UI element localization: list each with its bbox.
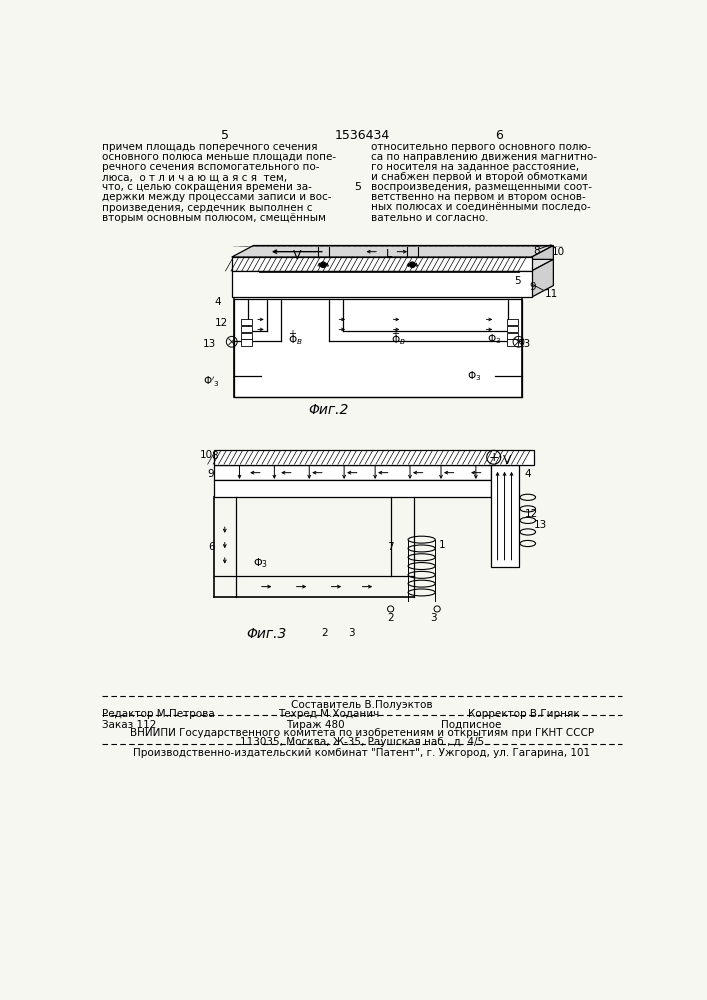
Text: Производственно-издательский комбинат "Патент", г. Ужгород, ул. Гагарина, 101: Производственно-издательский комбинат "П…: [134, 748, 590, 758]
Bar: [234, 299, 522, 397]
Text: $\Phi_B$: $\Phi_B$: [288, 333, 303, 347]
Text: го носителя на заданное расстояние,: го носителя на заданное расстояние,: [371, 162, 579, 172]
Text: ветственно на первом и втором основ-: ветственно на первом и втором основ-: [371, 192, 586, 202]
Text: Φиг.2: Φиг.2: [308, 403, 349, 417]
Text: 2: 2: [387, 613, 394, 623]
Text: 13: 13: [518, 339, 531, 349]
Text: Корректор В.Гирняк: Корректор В.Гирняк: [468, 709, 580, 719]
Text: $\Phi_B$: $\Phi_B$: [391, 333, 405, 347]
Text: 3: 3: [348, 628, 355, 638]
Text: держки между процессами записи и вос-: держки между процессами записи и вос-: [103, 192, 332, 202]
Polygon shape: [232, 271, 532, 297]
Polygon shape: [214, 465, 491, 480]
Text: 12: 12: [525, 509, 538, 519]
Text: 7: 7: [387, 542, 393, 552]
Bar: [507, 333, 518, 339]
Text: L: L: [386, 249, 392, 259]
Text: речного сечения вспомогательного по-: речного сечения вспомогательного по-: [103, 162, 320, 172]
Polygon shape: [232, 257, 532, 271]
Text: 12: 12: [215, 318, 228, 328]
Text: 1: 1: [438, 540, 445, 550]
Text: Редактор М.Петрова: Редактор М.Петрова: [103, 709, 215, 719]
Text: Заказ 112: Заказ 112: [103, 720, 157, 730]
Polygon shape: [214, 450, 534, 465]
Text: $\Phi_3$: $\Phi_3$: [467, 369, 481, 383]
Text: 1536434: 1536434: [334, 129, 390, 142]
Bar: [241, 333, 252, 339]
Text: 10: 10: [552, 247, 565, 257]
Text: 11: 11: [545, 289, 558, 299]
Circle shape: [409, 262, 415, 267]
Text: 5: 5: [221, 129, 229, 142]
Text: 8: 8: [211, 451, 218, 461]
Circle shape: [320, 262, 326, 267]
Text: вательно и согласно.: вательно и согласно.: [371, 213, 489, 223]
Bar: [507, 339, 518, 346]
Text: воспроизведения, размещенными соот-: воспроизведения, размещенными соот-: [371, 182, 592, 192]
Text: 2: 2: [321, 628, 327, 638]
Bar: [507, 319, 518, 325]
Text: ВНИИПИ Государственного комитета по изобретениям и открытиям при ГКНТ СССР: ВНИИПИ Государственного комитета по изоб…: [130, 728, 594, 738]
Text: +: +: [288, 329, 296, 339]
Text: и снабжен первой и второй обмотками: и снабжен первой и второй обмотками: [371, 172, 588, 182]
Bar: [241, 326, 252, 332]
Polygon shape: [491, 465, 518, 567]
Polygon shape: [232, 259, 554, 271]
Text: 4: 4: [215, 297, 221, 307]
Text: Тираж 480: Тираж 480: [286, 720, 344, 730]
Text: что, с целью сокращения времени за-: что, с целью сокращения времени за-: [103, 182, 312, 192]
Text: причем площадь поперечного сечения: причем площадь поперечного сечения: [103, 142, 318, 152]
Text: +: +: [391, 329, 399, 339]
Text: V: V: [293, 249, 302, 262]
Bar: [241, 319, 252, 325]
Text: относительно первого основного полю-: относительно первого основного полю-: [371, 142, 591, 152]
Text: ных полюсах и соединёнными последо-: ных полюсах и соединёнными последо-: [371, 203, 591, 213]
Text: $\Phi'_3$: $\Phi'_3$: [203, 375, 220, 389]
Text: $\Phi_3$: $\Phi_3$: [486, 333, 501, 346]
Text: Подписное: Подписное: [441, 720, 501, 730]
Text: Φиг.3: Φиг.3: [247, 627, 287, 641]
Text: 4: 4: [525, 469, 532, 479]
Text: люса,  о т л и ч а ю щ а я с я  тем,: люса, о т л и ч а ю щ а я с я тем,: [103, 172, 288, 182]
Text: 3: 3: [430, 613, 436, 623]
Bar: [507, 326, 518, 332]
Text: 5: 5: [514, 276, 520, 286]
Text: 6: 6: [209, 542, 215, 552]
Text: основного полюса меньше площади попе-: основного полюса меньше площади попе-: [103, 152, 337, 162]
Bar: [241, 339, 252, 346]
Text: 8: 8: [533, 246, 540, 256]
Text: 5: 5: [354, 182, 361, 192]
Text: $\Phi_3$: $\Phi_3$: [253, 556, 269, 570]
Text: произведения, сердечник выполнен с: произведения, сердечник выполнен с: [103, 203, 312, 213]
Polygon shape: [532, 259, 554, 297]
Polygon shape: [214, 480, 491, 497]
Text: вторым основным полюсом, смещённым: вторым основным полюсом, смещённым: [103, 213, 326, 223]
Text: са по направлению движения магнитно-: са по направлению движения магнитно-: [371, 152, 597, 162]
Text: Составитель В.Полуэктов: Составитель В.Полуэктов: [291, 700, 433, 710]
Text: 9: 9: [208, 469, 214, 479]
Text: V: V: [503, 454, 511, 467]
Text: 10: 10: [200, 450, 213, 460]
Text: 13: 13: [203, 339, 216, 349]
Polygon shape: [532, 246, 554, 271]
Text: 13: 13: [534, 520, 547, 530]
Text: 6: 6: [495, 129, 503, 142]
Polygon shape: [232, 246, 554, 257]
Text: Техред М.Ходанич: Техред М.Ходанич: [279, 709, 380, 719]
Text: +: +: [489, 451, 499, 464]
Text: 113035, Москва, Ж-35, Раушская наб., д. 4/5: 113035, Москва, Ж-35, Раушская наб., д. …: [240, 737, 484, 747]
Text: 9: 9: [530, 282, 536, 292]
